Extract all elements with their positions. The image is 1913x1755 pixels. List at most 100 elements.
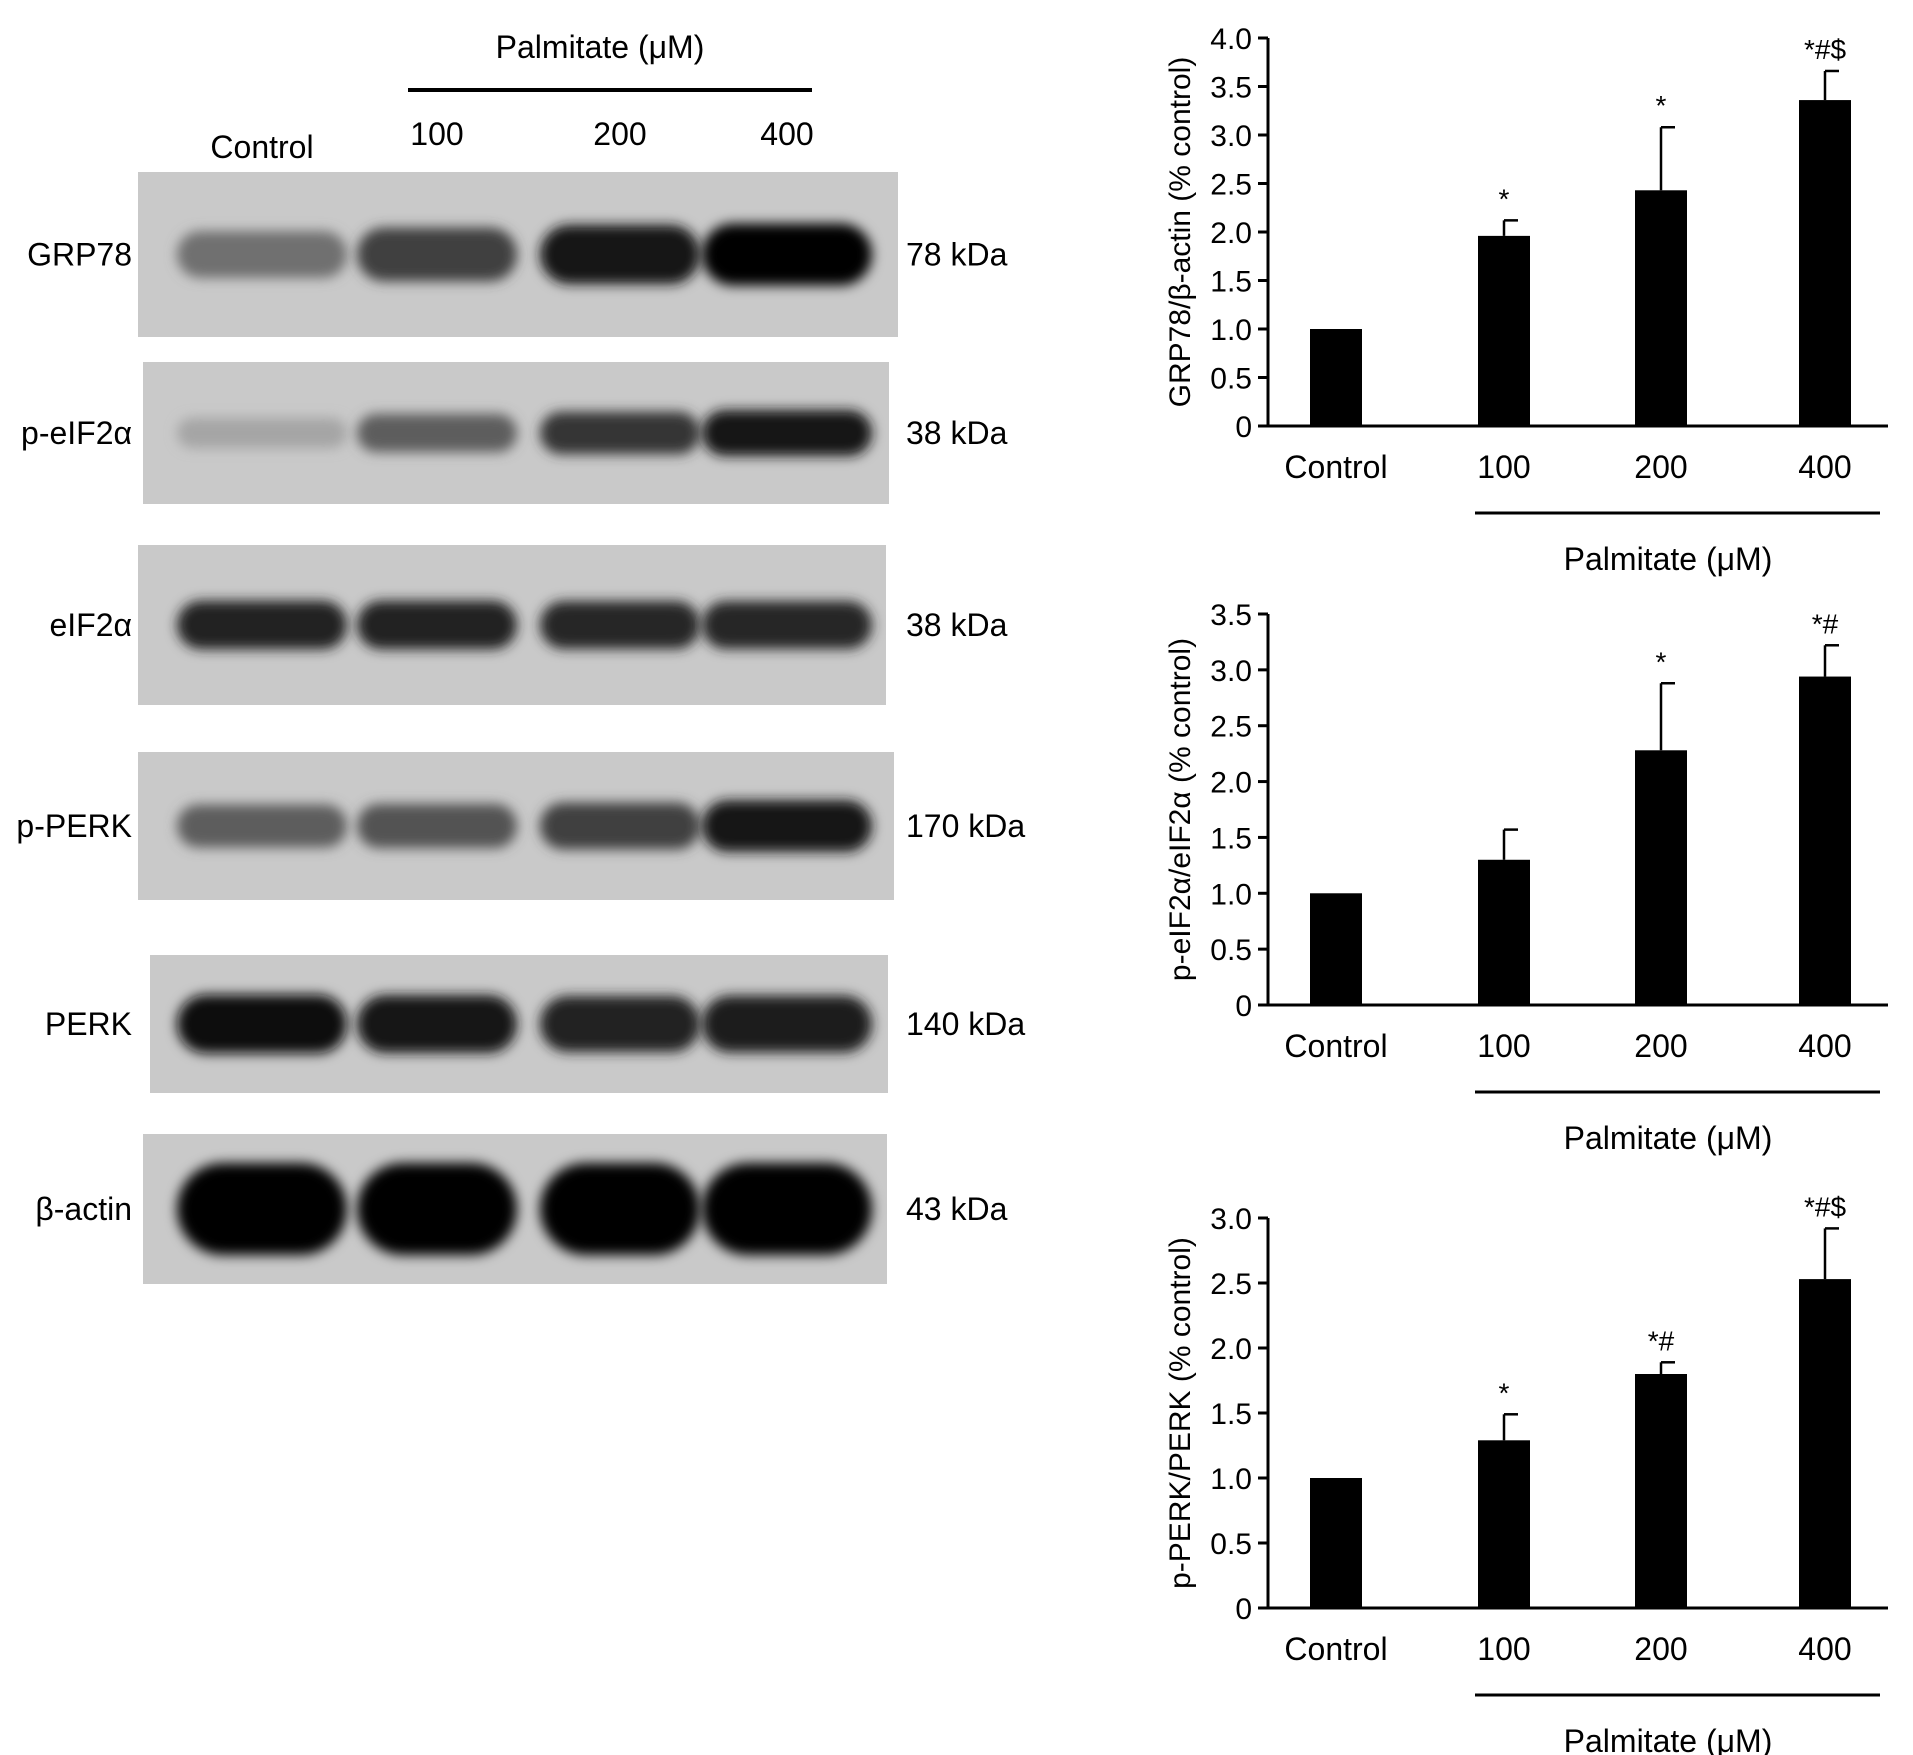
y-tick-label: 2.0 bbox=[1210, 1333, 1252, 1366]
bar bbox=[1478, 1440, 1530, 1608]
bar bbox=[1310, 329, 1362, 426]
bar bbox=[1310, 893, 1362, 1005]
bar bbox=[1799, 1279, 1851, 1608]
blot-band bbox=[357, 413, 517, 453]
x-tick-label: 100 bbox=[1477, 1028, 1530, 1064]
y-axis-label: GRP78/β-actin (% control) bbox=[1164, 57, 1197, 408]
blot-size-label: 78 kDa bbox=[906, 237, 1008, 273]
blot-group-label: Palmitate (μM) bbox=[496, 29, 705, 65]
lane-label: Control bbox=[210, 129, 313, 165]
blot-band bbox=[177, 417, 347, 449]
lane-labels: Control 100 200 400 bbox=[210, 116, 813, 165]
blot-band bbox=[702, 1163, 872, 1255]
y-tick-label: 0 bbox=[1235, 411, 1252, 444]
bar-charts: 0 0.5 1.0 1.5 2.0 2.5 3.0 3.5 4.0 GRP78/β-actin (… bbox=[1164, 23, 1888, 1755]
significance-label: *#$ bbox=[1804, 34, 1846, 65]
blot-band bbox=[702, 223, 872, 286]
x-tick-label: 400 bbox=[1798, 1028, 1851, 1064]
y-tick-label: 1.5 bbox=[1210, 822, 1252, 855]
significance-label: * bbox=[1656, 90, 1667, 121]
blot-protein-label: eIF2α bbox=[49, 607, 132, 643]
y-tick-label: 3.5 bbox=[1210, 599, 1252, 632]
bar bbox=[1635, 750, 1687, 1005]
y-tick-label: 1.5 bbox=[1210, 266, 1252, 299]
blot-band bbox=[177, 1163, 347, 1255]
western-blot-panel: Palmitate (μM) Control 100 200 400 GRP78 78 … bbox=[16, 29, 1025, 1284]
bar-chart: 0 0.5 1.0 1.5 2.0 2.5 3.0 3.5 p-eIF2α/eIF2α (% c… bbox=[1164, 599, 1888, 1156]
y-tick-label: 3.0 bbox=[1210, 120, 1252, 153]
bar-chart: 0 0.5 1.0 1.5 2.0 2.5 3.0 p-PERK/PERK (% contro… bbox=[1164, 1191, 1888, 1755]
y-tick-label: 2.0 bbox=[1210, 767, 1252, 800]
x-axis-label: Palmitate (μM) bbox=[1564, 1120, 1773, 1156]
blot-band bbox=[540, 411, 700, 455]
blot-band bbox=[540, 601, 700, 649]
blot-band bbox=[177, 804, 347, 848]
blot-band bbox=[357, 1163, 517, 1255]
bar bbox=[1310, 1478, 1362, 1608]
x-tick-label: 200 bbox=[1634, 1631, 1687, 1667]
lane-label: 200 bbox=[593, 116, 646, 152]
x-tick-label: 100 bbox=[1477, 1631, 1530, 1667]
y-axis-label: p-PERK/PERK (% control) bbox=[1164, 1237, 1197, 1589]
blot-band bbox=[177, 994, 347, 1054]
blot-protein-label: GRP78 bbox=[27, 237, 132, 273]
y-tick-label: 0.5 bbox=[1210, 934, 1252, 967]
significance-label: *#$ bbox=[1804, 1191, 1846, 1222]
blot-band bbox=[357, 803, 517, 849]
blot-band bbox=[702, 410, 872, 456]
y-axis-label: p-eIF2α/eIF2α (% control) bbox=[1164, 638, 1197, 981]
y-tick-label: 4.0 bbox=[1210, 23, 1252, 56]
blot-row: GRP78 78 kDa bbox=[27, 172, 1008, 337]
blot-row: p-PERK 170 kDa bbox=[16, 752, 1025, 900]
blot-band bbox=[702, 601, 872, 649]
blot-row: β-actin 43 kDa bbox=[35, 1134, 1008, 1284]
blot-protein-label: β-actin bbox=[35, 1191, 132, 1227]
y-tick-label: 0 bbox=[1235, 1593, 1252, 1626]
blot-rows: GRP78 78 kDa p-eIF2α 38 kDa eIF2α 38 kDa p-PER… bbox=[16, 172, 1025, 1284]
blot-band bbox=[540, 996, 700, 1052]
x-tick-label: Control bbox=[1284, 449, 1387, 485]
y-tick-label: 1.0 bbox=[1210, 878, 1252, 911]
y-tick-label: 0 bbox=[1235, 990, 1252, 1023]
y-tick-label: 0.5 bbox=[1210, 1528, 1252, 1561]
blot-row: eIF2α 38 kDa bbox=[49, 545, 1008, 705]
blot-band bbox=[357, 600, 517, 650]
blot-band bbox=[177, 231, 347, 278]
blot-band bbox=[540, 802, 700, 850]
significance-label: *# bbox=[1648, 1325, 1675, 1356]
x-tick-label: 400 bbox=[1798, 1631, 1851, 1667]
blot-band bbox=[540, 1163, 700, 1255]
blot-band bbox=[702, 995, 872, 1053]
y-tick-label: 3.0 bbox=[1210, 655, 1252, 688]
blot-size-label: 140 kDa bbox=[906, 1006, 1025, 1042]
blot-band bbox=[357, 227, 517, 282]
blot-size-label: 43 kDa bbox=[906, 1191, 1008, 1227]
y-tick-label: 2.5 bbox=[1210, 711, 1252, 744]
y-tick-label: 2.0 bbox=[1210, 217, 1252, 250]
blot-row: p-eIF2α 38 kDa bbox=[21, 362, 1008, 504]
lane-label: 400 bbox=[760, 116, 813, 152]
y-tick-label: 1.0 bbox=[1210, 1463, 1252, 1496]
y-tick-label: 2.5 bbox=[1210, 169, 1252, 202]
x-axis-label: Palmitate (μM) bbox=[1564, 541, 1773, 577]
bar bbox=[1635, 190, 1687, 426]
y-tick-label: 1.0 bbox=[1210, 314, 1252, 347]
blot-protein-label: PERK bbox=[45, 1006, 132, 1042]
y-tick-label: 3.0 bbox=[1210, 1203, 1252, 1236]
blot-size-label: 38 kDa bbox=[906, 607, 1008, 643]
bar bbox=[1635, 1374, 1687, 1608]
y-tick-label: 1.5 bbox=[1210, 1398, 1252, 1431]
blot-band bbox=[177, 600, 347, 650]
blot-band bbox=[702, 800, 872, 852]
x-tick-label: 200 bbox=[1634, 1028, 1687, 1064]
y-tick-label: 3.5 bbox=[1210, 72, 1252, 105]
x-tick-label: Control bbox=[1284, 1028, 1387, 1064]
blot-protein-label: p-eIF2α bbox=[21, 415, 132, 451]
y-tick-label: 2.5 bbox=[1210, 1268, 1252, 1301]
x-tick-label: Control bbox=[1284, 1631, 1387, 1667]
bar bbox=[1799, 100, 1851, 426]
x-tick-label: 400 bbox=[1798, 449, 1851, 485]
significance-label: * bbox=[1656, 646, 1667, 677]
blot-size-label: 38 kDa bbox=[906, 415, 1008, 451]
